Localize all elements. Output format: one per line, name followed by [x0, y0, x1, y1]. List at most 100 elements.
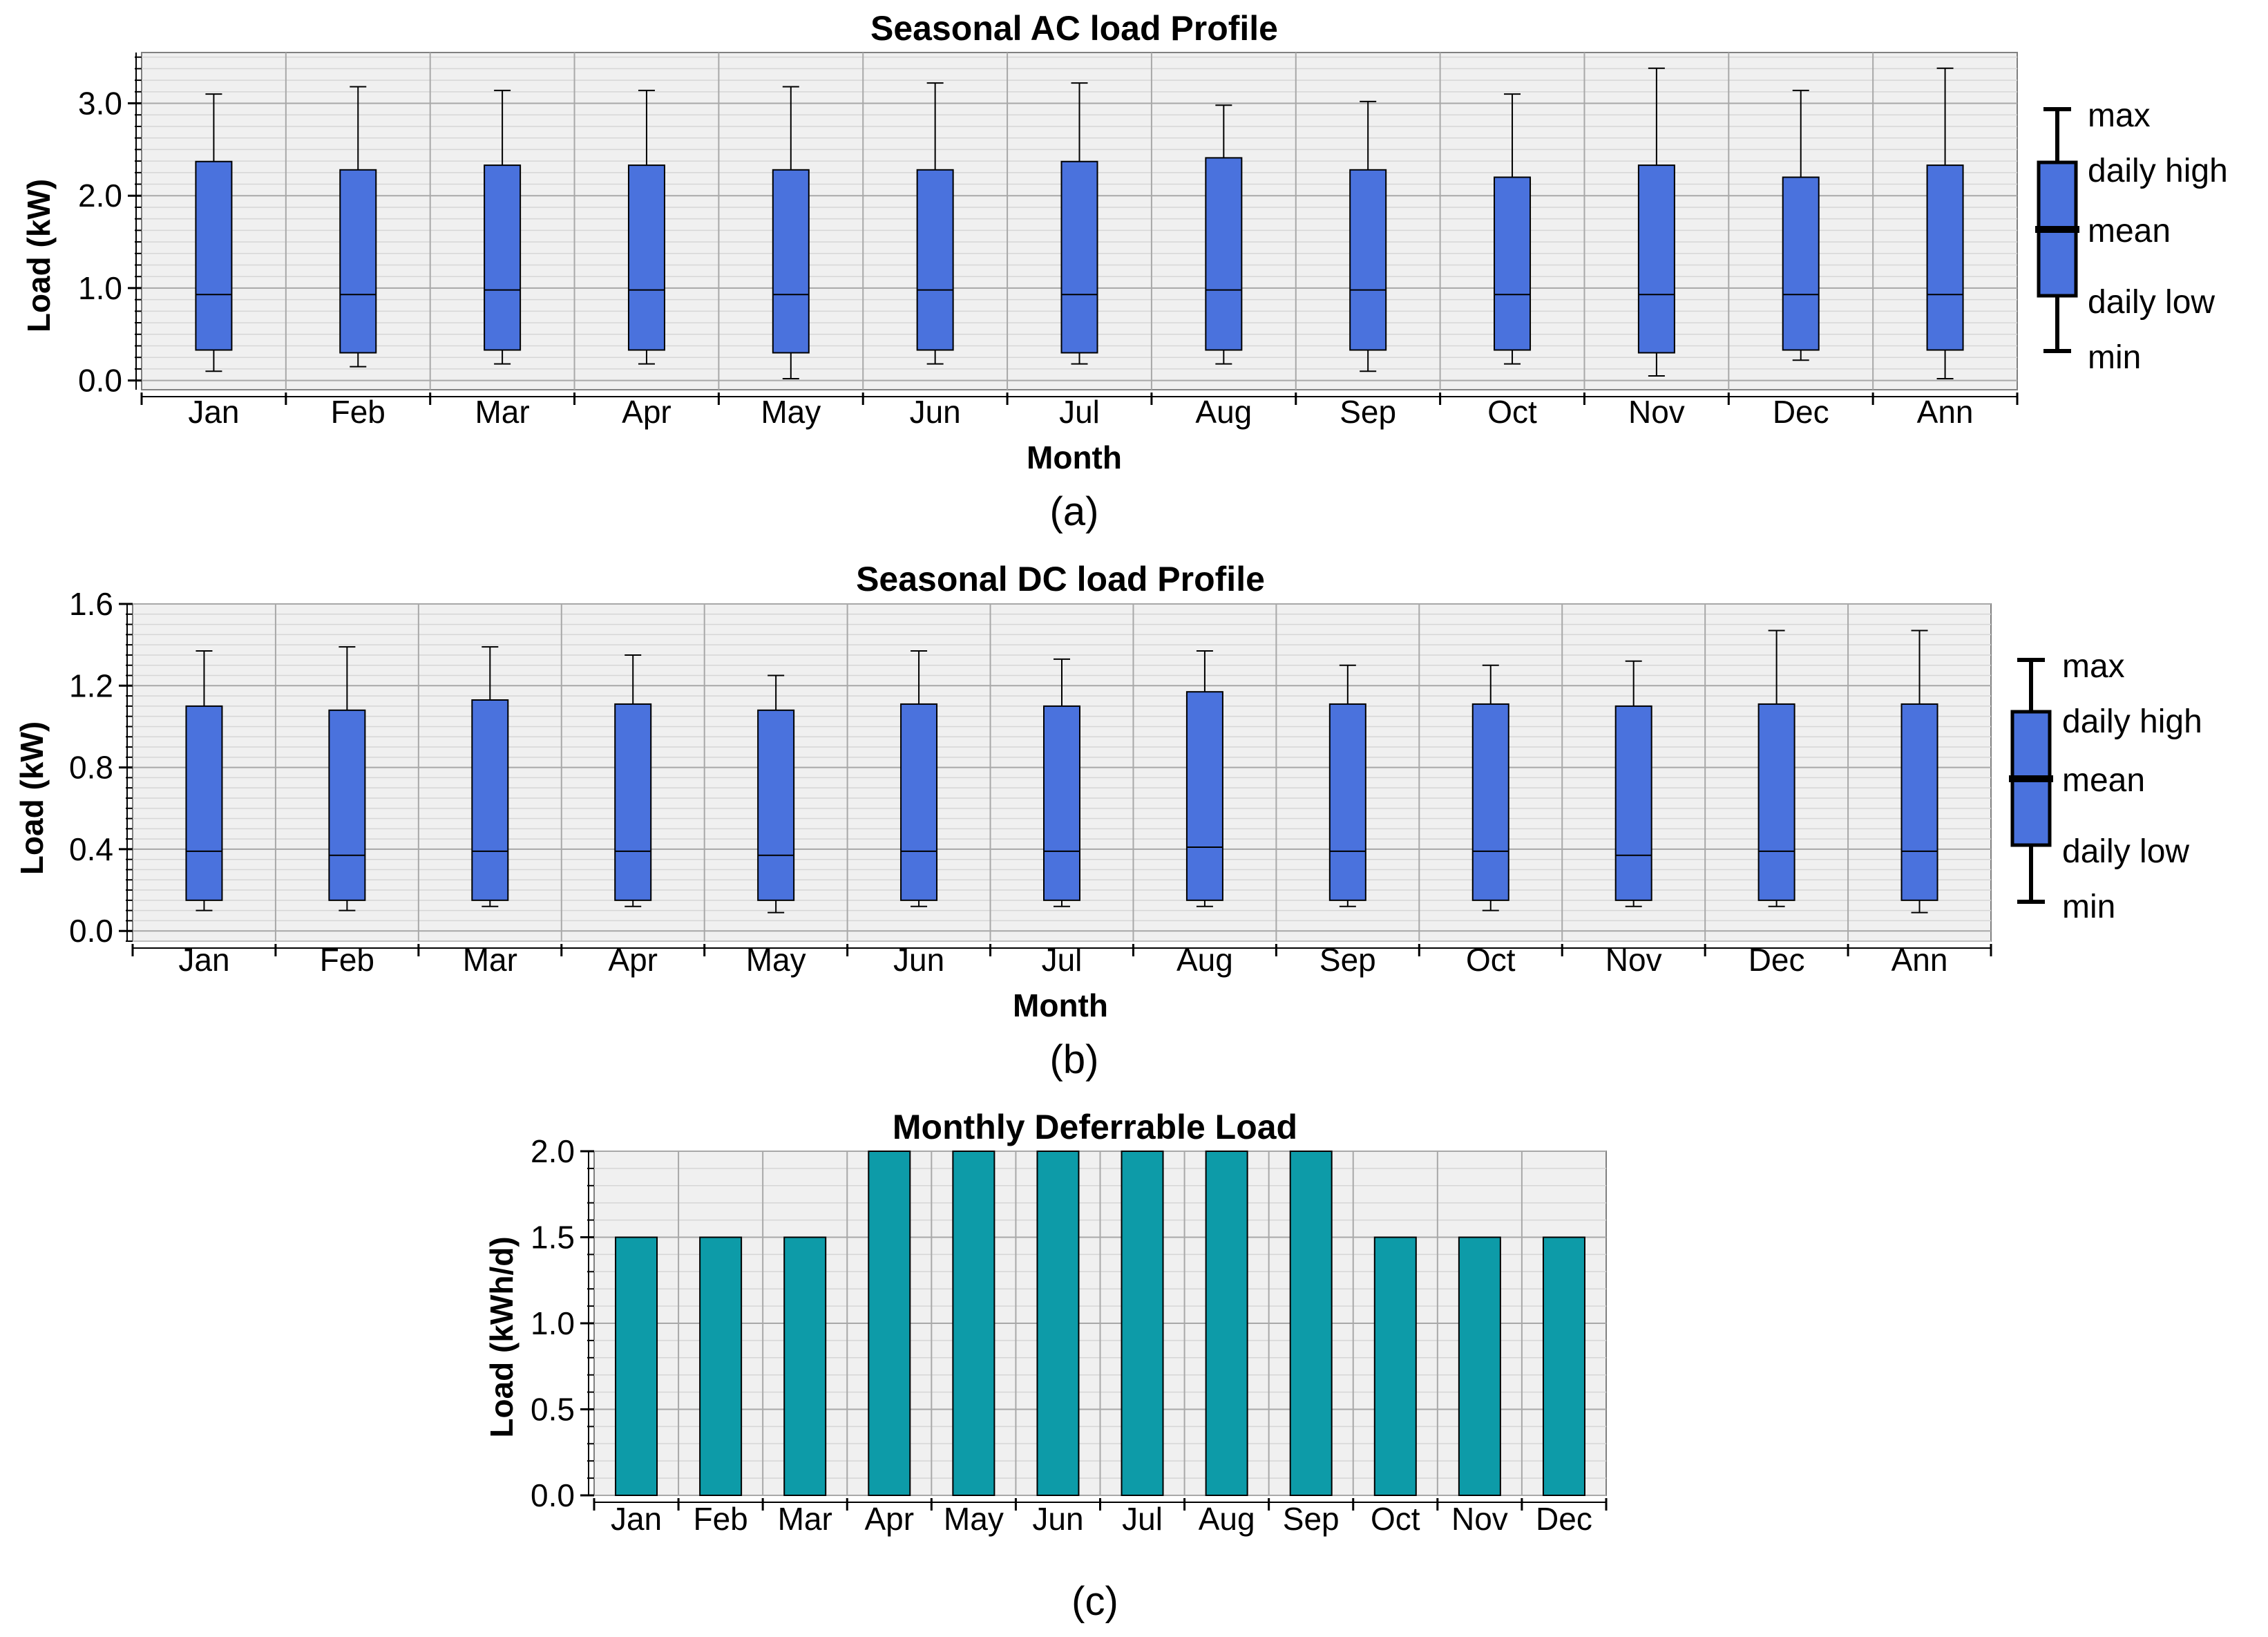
- x-tick-label-apr: Apr: [608, 942, 658, 978]
- box-ann: [1926, 164, 1964, 351]
- y-tick-label: 1.0: [78, 270, 122, 306]
- box-may: [757, 709, 795, 901]
- chart-b-legend: max daily high mean daily low min: [2009, 648, 2202, 925]
- legend-b-min: min: [2062, 889, 2115, 925]
- chart-a-x-label: Month: [1027, 439, 1122, 475]
- chart-c-x-axis: Jan Feb Mar Apr May Jun Jul Aug Sep Oct Nov Dec: [593, 1498, 1608, 1537]
- y-tick-label: 1.5: [531, 1220, 575, 1256]
- chart-a-legend: max daily high mean daily low min: [2035, 97, 2228, 376]
- bar-dec: [1542, 1236, 1585, 1496]
- x-tick-label-mar: Mar: [475, 394, 529, 430]
- legend-b-daily-low: daily low: [2062, 833, 2189, 870]
- box-mar: [484, 164, 522, 351]
- y-tick-label: 0.5: [531, 1392, 575, 1428]
- chart-b-boxes: [185, 630, 1938, 914]
- box-nov: [1637, 164, 1675, 354]
- legend-a-min: min: [2088, 339, 2141, 376]
- box-jan: [195, 160, 233, 351]
- box-dec: [1757, 703, 1795, 901]
- box-ann: [1900, 703, 1938, 901]
- x-tick-label-dec: Dec: [1536, 1501, 1592, 1537]
- dc-load-chart: Seasonal DC load Profile 0.0 0.4 0.8 1.2 1.6…: [14, 560, 2202, 1082]
- bar-apr: [868, 1151, 911, 1496]
- panel-c-label: (c): [1071, 1579, 1118, 1624]
- x-tick-label-jul: Jul: [1059, 394, 1100, 430]
- box-oct: [1471, 703, 1509, 901]
- box-sep: [1328, 703, 1366, 901]
- y-tick-label: 0.8: [69, 750, 113, 786]
- box-jun: [916, 169, 954, 351]
- bar-aug: [1205, 1151, 1248, 1496]
- x-tick-label-ann: Ann: [1917, 394, 1974, 430]
- chart-a-x-axis: Jan Feb Mar Apr May Jun Jul Aug Sep Oct Nov Dec Ann: [140, 392, 2019, 430]
- chart-b-x-label: Month: [1013, 987, 1108, 1023]
- x-tick-label-may: May: [746, 942, 806, 978]
- chart-c-title: Monthly Deferrable Load: [893, 1108, 1297, 1146]
- box-apr: [627, 164, 665, 351]
- bar-nov: [1458, 1236, 1501, 1496]
- box-dec: [1782, 176, 1820, 351]
- box-aug: [1185, 691, 1223, 901]
- y-tick-label: 0.4: [69, 831, 113, 867]
- x-tick-label-ann: Ann: [1891, 942, 1948, 978]
- x-tick-label-nov: Nov: [1628, 394, 1685, 430]
- chart-a-title: Seasonal AC load Profile: [870, 9, 1278, 48]
- bar-may: [952, 1151, 995, 1496]
- bar-feb: [699, 1236, 743, 1496]
- panel-b-label: (b): [1050, 1037, 1099, 1082]
- x-tick-label-aug: Aug: [1176, 942, 1233, 978]
- box-aug: [1205, 157, 1243, 351]
- x-tick-label-sep: Sep: [1319, 942, 1376, 978]
- bar-jun: [1036, 1151, 1080, 1496]
- box-apr: [614, 703, 652, 901]
- box-feb: [328, 709, 366, 901]
- x-tick-label-feb: Feb: [693, 1501, 747, 1537]
- x-tick-label-may: May: [944, 1501, 1004, 1537]
- box-may: [772, 169, 810, 354]
- x-tick-label-sep: Sep: [1340, 394, 1396, 430]
- bar-jan: [615, 1236, 658, 1496]
- legend-b-mean: mean: [2062, 762, 2145, 799]
- bar-sep: [1289, 1151, 1333, 1496]
- y-tick-label: 0.0: [69, 913, 113, 949]
- y-tick-label: 1.6: [69, 586, 113, 622]
- legend-a-max: max: [2088, 97, 2151, 134]
- x-tick-label-jan: Jan: [611, 1501, 662, 1537]
- ac-load-chart: Seasonal AC load Profile 0.0 1.0 2.0 3.0 Ja…: [21, 9, 2228, 534]
- x-tick-label-jan: Jan: [178, 942, 229, 978]
- x-tick-label-dec: Dec: [1748, 942, 1805, 978]
- x-tick-label-mar: Mar: [778, 1501, 832, 1537]
- x-tick-label-jan: Jan: [188, 394, 239, 430]
- panel-a-label: (a): [1050, 489, 1099, 534]
- chart-a-y-axis: 0.0 1.0 2.0 3.0: [78, 53, 142, 399]
- y-tick-label: 3.0: [78, 86, 122, 122]
- chart-b-y-label: Load (kW): [14, 721, 50, 875]
- x-tick-label-jun: Jun: [893, 942, 944, 978]
- box-jan: [185, 705, 223, 901]
- deferrable-load-chart: Monthly Deferrable Load 0.00.51.01.52.0 …: [484, 1108, 1608, 1624]
- box-mar: [471, 699, 509, 901]
- x-tick-label-nov: Nov: [1451, 1501, 1508, 1537]
- bar-oct: [1373, 1236, 1417, 1496]
- y-tick-label: 1.0: [531, 1305, 575, 1341]
- x-tick-label-apr: Apr: [622, 394, 671, 430]
- x-tick-label-oct: Oct: [1371, 1501, 1420, 1537]
- chart-b-y-axis: 0.0 0.4 0.8 1.2 1.6: [69, 586, 133, 949]
- box-nov: [1614, 705, 1652, 901]
- x-tick-label-aug: Aug: [1199, 1501, 1255, 1537]
- chart-a-boxes: [195, 67, 1964, 379]
- x-tick-label-dec: Dec: [1773, 394, 1829, 430]
- legend-b-max: max: [2062, 648, 2125, 685]
- legend-a-daily-low: daily low: [2088, 284, 2215, 321]
- x-tick-label-oct: Oct: [1487, 394, 1537, 430]
- y-tick-label: 2.0: [531, 1133, 575, 1169]
- y-tick-label: 0.0: [531, 1477, 575, 1513]
- chart-b-title: Seasonal DC load Profile: [856, 560, 1265, 598]
- x-tick-label-feb: Feb: [320, 942, 374, 978]
- chart-b-x-axis: Jan Feb Mar Apr May Jun Jul Aug Sep Oct Nov Dec Ann: [131, 942, 1992, 978]
- x-tick-label-nov: Nov: [1605, 942, 1662, 978]
- legend-b-daily-high: daily high: [2062, 703, 2202, 740]
- chart-c-bars: [615, 1151, 1585, 1496]
- box-sep: [1349, 169, 1387, 351]
